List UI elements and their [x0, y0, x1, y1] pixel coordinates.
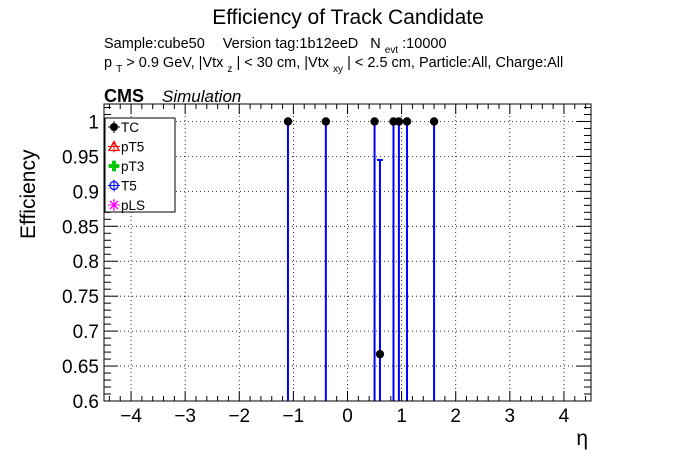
y-tick-label: 0.8 — [73, 252, 99, 273]
y-tick-label: 0.65 — [62, 357, 99, 378]
info-line-1: Sample:cube50 Version tag:1b12eeD N evt … — [104, 36, 447, 57]
x-tick-labels: −4 −3 −2 −1 0 1 2 3 4 — [120, 406, 569, 427]
legend-marker-icon — [109, 161, 119, 171]
legend-label: pT5 — [121, 140, 144, 155]
vtxxy-subscript: xy — [333, 64, 343, 75]
legend-entry-pt3: pT3 — [108, 159, 144, 174]
legend-marker-icon — [107, 140, 121, 152]
data-point-tc — [394, 117, 404, 126]
pt-cut: > 0.9 GeV, |Vtx — [126, 55, 224, 71]
grid-lines — [104, 104, 591, 402]
x-tick-label: 2 — [450, 406, 461, 427]
data-point-tc — [321, 117, 331, 126]
error-bars — [286, 121, 436, 401]
y-tick-labels: 0.6 0.65 0.7 0.75 0.8 0.85 0.9 0.95 1 — [62, 112, 99, 413]
simulation-label: Simulation — [162, 87, 241, 106]
x-tick-label: 3 — [505, 406, 516, 427]
x-tick-label: 0 — [342, 406, 353, 427]
pt-label: p — [104, 55, 112, 71]
legend: TC pT5 pT3 T5 pLS — [104, 117, 176, 213]
nevt-subscript: evt — [385, 45, 399, 56]
legend-marker-icon — [109, 200, 119, 210]
axis-ticks — [104, 104, 591, 402]
info-line-2: p T > 0.9 GeV, |Vtx z | < 30 cm, |Vtx xy… — [104, 55, 563, 76]
legend-entry-pt5: pT5 — [107, 140, 144, 155]
cms-label: CMS — [104, 86, 144, 106]
legend-label: pLS — [121, 198, 145, 213]
legend-entry-t5: T5 — [108, 179, 137, 194]
legend-label: T5 — [121, 179, 137, 194]
y-tick-label: 0.85 — [62, 217, 99, 238]
x-tick-label: 1 — [396, 406, 407, 427]
y-tick-label: 0.95 — [62, 147, 99, 168]
x-tick-label: −4 — [120, 406, 142, 427]
y-tick-label: 1 — [88, 112, 99, 133]
plot-frame — [103, 103, 592, 402]
data-point-tc — [283, 117, 293, 126]
pt-subscript: T — [116, 64, 122, 75]
vtxxy-cut: | < 2.5 cm, Particle:All, Charge:All — [347, 55, 563, 71]
legend-entry-tc: TC — [108, 120, 139, 135]
version-label: Version tag:1b12eeD — [223, 36, 358, 52]
y-tick-label: 0.75 — [62, 287, 99, 308]
data-point-tc — [370, 117, 379, 126]
y-tick-label: 0.9 — [73, 182, 99, 203]
legend-marker-icon — [110, 123, 118, 131]
legend-label: TC — [121, 120, 139, 135]
data-points — [283, 117, 439, 359]
x-tick-label: 4 — [559, 406, 570, 427]
y-tick-label: 0.7 — [73, 322, 99, 343]
x-tick-label: −2 — [228, 406, 250, 427]
legend-marker-icon — [109, 180, 119, 191]
y-axis-label: Efficiency — [17, 149, 40, 239]
y-tick-label: 0.6 — [73, 392, 99, 413]
data-point-tc — [429, 117, 439, 126]
vtxz-subscript: z — [227, 64, 232, 75]
sample-label: Sample:cube50 — [104, 36, 205, 52]
x-tick-label: −1 — [283, 406, 305, 427]
data-point-tc — [402, 117, 412, 126]
legend-label: pT3 — [121, 159, 144, 174]
nevt-value: :10000 — [402, 36, 446, 52]
data-point-tc — [375, 349, 385, 359]
x-axis-label: η — [576, 427, 588, 450]
legend-entry-pls: pLS — [108, 198, 145, 213]
x-tick-label: −3 — [174, 406, 196, 427]
chart-title: Efficiency of Track Candidate — [212, 6, 484, 29]
nevt-label: N — [370, 36, 380, 52]
vtxz-cut: | < 30 cm, |Vtx — [236, 55, 329, 71]
